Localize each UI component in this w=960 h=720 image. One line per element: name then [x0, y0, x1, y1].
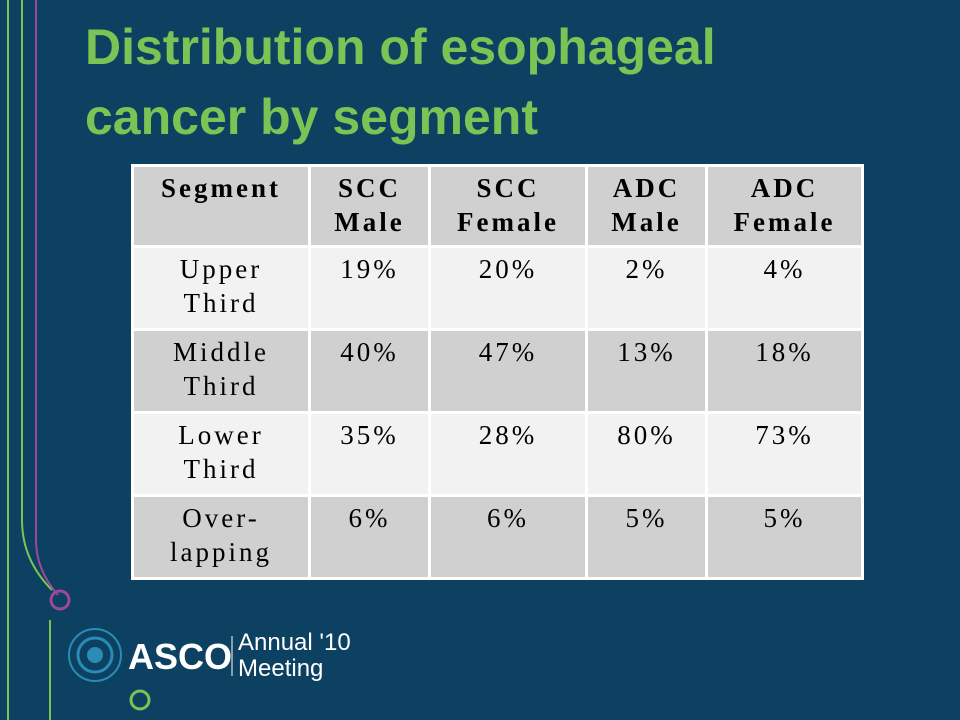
table-row: Upper Third 19% 20% 2% 4%: [131, 245, 864, 331]
logo-event-line: Meeting: [238, 655, 324, 682]
table-row: Lower Third 35% 28% 80% 73%: [131, 411, 864, 497]
table-cell: 13%: [585, 328, 708, 414]
table-cell: Upper Third: [131, 245, 311, 331]
logo-event: Annual '10 Meeting: [238, 630, 351, 682]
table-cell: 6%: [308, 494, 431, 580]
header-cell: Segment: [131, 164, 311, 248]
table-cell: 80%: [585, 411, 708, 497]
table-cell: 18%: [705, 328, 864, 414]
header-cell: SCC Female: [428, 164, 588, 248]
table-row: Over- lapping 6% 6% 5% 5%: [131, 494, 864, 580]
logo-brand: ASCO: [128, 636, 233, 677]
table-cell: 47%: [428, 328, 588, 414]
table-cell: 5%: [705, 494, 864, 580]
table-cell: 28%: [428, 411, 588, 497]
table-cell: 2%: [585, 245, 708, 331]
table-cell: Over- lapping: [131, 494, 311, 580]
table-cell: 19%: [308, 245, 431, 331]
table-cell: 73%: [705, 411, 864, 497]
table-cell: 35%: [308, 411, 431, 497]
table-cell: 40%: [308, 328, 431, 414]
header-cell: ADC Female: [705, 164, 864, 248]
table-row: Middle Third 40% 47% 13% 18%: [131, 328, 864, 414]
table-cell: 4%: [705, 245, 864, 331]
header-cell: ADC Male: [585, 164, 708, 248]
table-cell: 6%: [428, 494, 588, 580]
table-cell: 5%: [585, 494, 708, 580]
header-cell: SCC Male: [308, 164, 431, 248]
table-cell: Lower Third: [131, 411, 311, 497]
data-table: Segment SCC Male SCC Female ADC Male ADC Fem…: [131, 164, 864, 580]
table-cell: 20%: [428, 245, 588, 331]
table-cell: Middle Third: [131, 328, 311, 414]
logo-event-line: Annual '10: [238, 629, 351, 656]
slide-title: Distribution of esophageal cancer by seg…: [85, 19, 716, 145]
header-row: Segment SCC Male SCC Female ADC Male ADC Fem…: [131, 164, 864, 248]
